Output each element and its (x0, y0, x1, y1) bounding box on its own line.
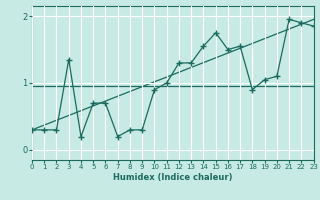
X-axis label: Humidex (Indice chaleur): Humidex (Indice chaleur) (113, 173, 233, 182)
